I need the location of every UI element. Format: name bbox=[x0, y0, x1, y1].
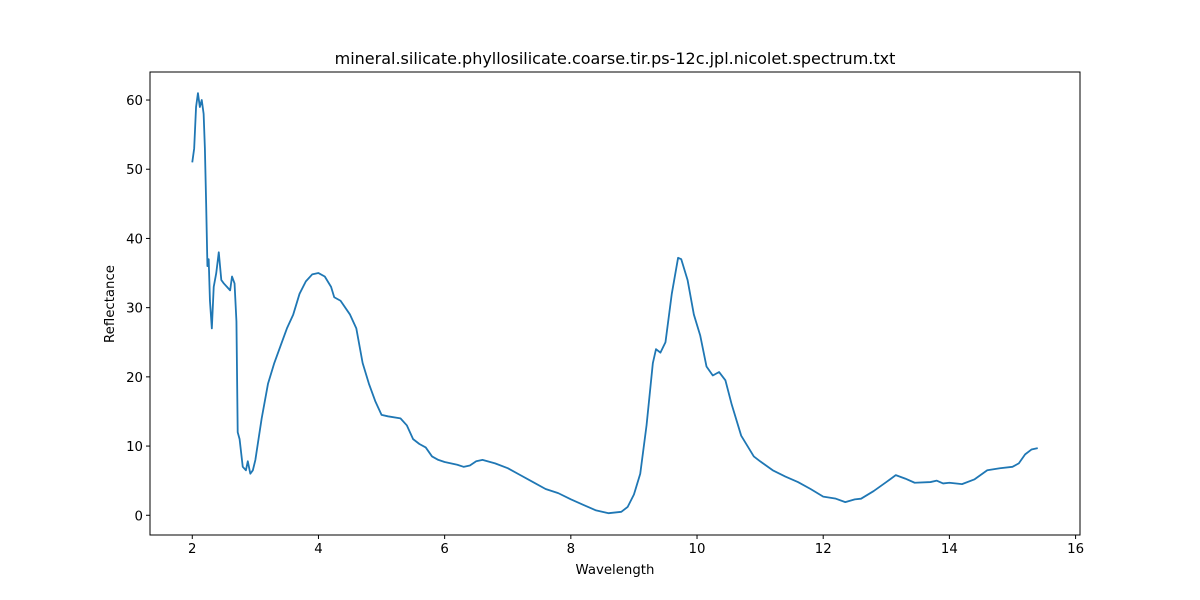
x-axis-label: Wavelength bbox=[576, 563, 655, 578]
y-tick-label: 50 bbox=[126, 163, 143, 178]
chart-title: mineral.silicate.phyllosilicate.coarse.t… bbox=[335, 49, 896, 68]
y-tick-label: 20 bbox=[126, 371, 143, 386]
x-tick-label: 16 bbox=[1067, 542, 1084, 557]
line-series bbox=[191, 92, 1038, 515]
x-tick-label: 8 bbox=[567, 542, 575, 557]
x-tick-label: 12 bbox=[815, 542, 832, 557]
x-tick-label: 4 bbox=[314, 542, 322, 557]
y-tick-label: 0 bbox=[135, 509, 143, 524]
y-tick-label: 10 bbox=[126, 440, 143, 455]
x-tick-label: 14 bbox=[941, 542, 958, 557]
y-tick-label: 40 bbox=[126, 232, 143, 247]
y-tick-label: 30 bbox=[126, 302, 143, 317]
y-axis-label: Reflectance bbox=[103, 265, 118, 343]
x-tick-label: 6 bbox=[440, 542, 448, 557]
x-tick-label: 10 bbox=[689, 542, 706, 557]
axes-frame bbox=[149, 71, 1081, 536]
x-tick-label: 2 bbox=[188, 542, 196, 557]
y-tick-label: 60 bbox=[126, 94, 143, 109]
